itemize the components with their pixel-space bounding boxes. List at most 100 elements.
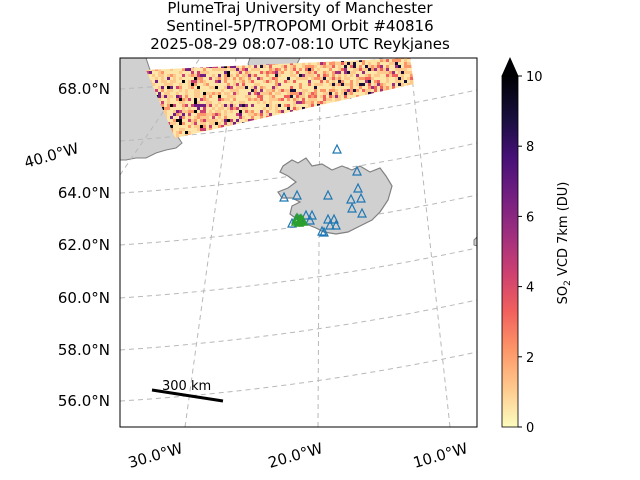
- swath-pixel: [293, 80, 296, 83]
- swath-pixel: [191, 53, 194, 56]
- swath-pixel: [203, 110, 206, 113]
- swath-pixel: [335, 71, 338, 74]
- swath-pixel: [203, 104, 206, 107]
- swath-pixel: [302, 98, 305, 101]
- swath-pixel: [284, 95, 287, 98]
- swath-pixel: [230, 89, 233, 92]
- swath-pixel: [368, 89, 371, 92]
- swath-pixel: [215, 110, 218, 113]
- swath-pixel: [185, 92, 188, 95]
- colorbar-label-sub: 2: [563, 280, 573, 286]
- volcano-triangle-icon: [331, 219, 341, 230]
- swath-pixel: [161, 107, 164, 110]
- swath-pixel: [308, 80, 311, 83]
- swath-pixel: [161, 50, 164, 53]
- swath-pixel: [176, 131, 179, 134]
- swath-pixel: [254, 74, 257, 77]
- swath-pixel: [395, 62, 398, 65]
- swath-pixel: [248, 71, 251, 74]
- swath-pixel: [383, 83, 386, 86]
- swath-pixel: [236, 71, 239, 74]
- swath-pixel: [350, 92, 353, 95]
- swath-pixel: [239, 71, 242, 74]
- swath-pixel: [296, 53, 299, 56]
- swath-pixel: [179, 101, 182, 104]
- swath-pixel: [221, 125, 224, 128]
- swath-pixel: [206, 50, 209, 53]
- volcano-triangle-icon: [279, 191, 289, 202]
- swath-pixel: [380, 83, 383, 86]
- swath-pixel: [311, 65, 314, 68]
- swath-pixel: [344, 62, 347, 65]
- swath-pixel: [353, 62, 356, 65]
- swath-pixel: [290, 110, 293, 113]
- swath-pixel: [224, 74, 227, 77]
- swath-pixel: [308, 83, 311, 86]
- swath-pixel: [386, 65, 389, 68]
- swath-pixel: [308, 95, 311, 98]
- swath-pixel: [362, 53, 365, 56]
- swath-pixel: [368, 50, 371, 53]
- colorbar-tick-label: 4: [526, 281, 534, 296]
- swath-pixel: [371, 65, 374, 68]
- swath-pixel: [158, 98, 161, 101]
- swath-pixel: [359, 77, 362, 80]
- swath-pixel: [287, 50, 290, 53]
- swath-pixel: [257, 77, 260, 80]
- swath-pixel: [269, 89, 272, 92]
- swath-pixel: [230, 101, 233, 104]
- swath-pixel: [209, 50, 212, 53]
- swath-pixel: [191, 74, 194, 77]
- swath-pixel: [212, 107, 215, 110]
- swath-pixel: [218, 107, 221, 110]
- swath-pixel: [269, 98, 272, 101]
- swath-pixel: [182, 128, 185, 131]
- swath-pixel: [308, 98, 311, 101]
- swath-pixel: [290, 71, 293, 74]
- swath-pixel: [272, 77, 275, 80]
- swath-pixel: [149, 71, 152, 74]
- swath-pixel: [185, 95, 188, 98]
- swath-pixel: [302, 50, 305, 53]
- swath-pixel: [344, 74, 347, 77]
- iceland-landmass: [277, 157, 393, 235]
- swath-pixel: [380, 68, 383, 71]
- swath-pixel: [407, 83, 410, 86]
- swath-pixel: [155, 80, 158, 83]
- swath-pixel: [332, 62, 335, 65]
- swath-pixel: [212, 50, 215, 53]
- swath-pixel: [236, 119, 239, 122]
- swath-pixel: [242, 68, 245, 71]
- swath-pixel: [311, 98, 314, 101]
- swath-pixel: [197, 86, 200, 89]
- swath-pixel: [185, 131, 188, 134]
- swath-pixel: [224, 77, 227, 80]
- swath-pixel: [329, 89, 332, 92]
- swath-pixel: [170, 50, 173, 53]
- swath-pixel: [179, 71, 182, 74]
- swath-pixel: [227, 65, 230, 68]
- swath-pixel: [194, 98, 197, 101]
- swath-pixel: [317, 62, 320, 65]
- swath-pixel: [260, 113, 263, 116]
- swath-pixel: [332, 50, 335, 53]
- swath-pixel: [323, 101, 326, 104]
- swath-pixel: [206, 83, 209, 86]
- swath-pixel: [179, 50, 182, 53]
- swath-pixel: [356, 83, 359, 86]
- swath-pixel: [314, 77, 317, 80]
- swath-pixel: [356, 89, 359, 92]
- swath-pixel: [167, 86, 170, 89]
- swath-pixel: [209, 110, 212, 113]
- swath-pixel: [203, 128, 206, 131]
- swath-pixel: [386, 86, 389, 89]
- swath-pixel: [209, 77, 212, 80]
- swath-pixel: [152, 53, 155, 56]
- swath-pixel: [368, 74, 371, 77]
- swath-pixel: [287, 92, 290, 95]
- swath-pixel: [329, 65, 332, 68]
- swath-pixel: [350, 74, 353, 77]
- swath-pixel: [197, 95, 200, 98]
- swath-pixel: [344, 77, 347, 80]
- swath-pixel: [383, 53, 386, 56]
